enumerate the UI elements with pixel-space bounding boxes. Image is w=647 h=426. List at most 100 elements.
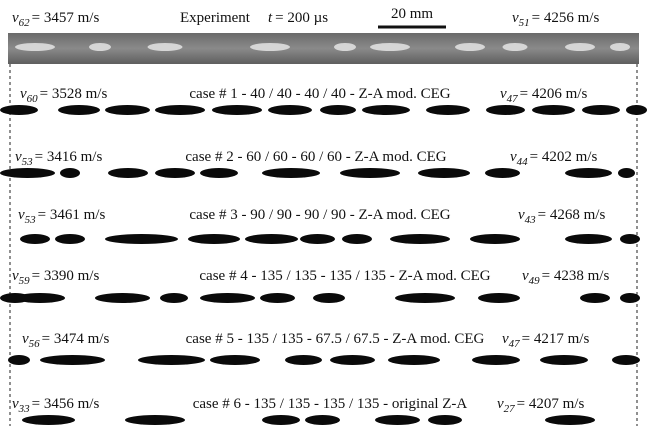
jet-particle [108, 168, 148, 178]
jet-particle [470, 234, 520, 244]
jet-particle [390, 234, 450, 244]
jet-particle [160, 293, 188, 303]
velocity-subscript: 27 [504, 403, 516, 415]
velocity-subscript: 62 [19, 17, 31, 29]
jet-particle [472, 355, 520, 365]
jet-particle [105, 234, 178, 244]
jet-glow [610, 43, 630, 51]
velocity-label: v27= 4207 m/s [497, 396, 584, 415]
jet-particle [22, 415, 75, 425]
jet-particle [428, 415, 462, 425]
velocity-value: = 4238 m/s [542, 268, 610, 284]
velocity-label: v44= 4202 m/s [510, 149, 597, 168]
jet-particle [200, 293, 255, 303]
velocity-subscript: 53 [25, 214, 37, 226]
figure: v62= 3457 m/s Experiment t= 200 µs 20 mm v51… [0, 0, 647, 426]
velocity-value: = 3461 m/s [38, 207, 106, 223]
jet-particle [565, 168, 612, 178]
jet-glow [503, 43, 528, 51]
velocity-value: = 3456 m/s [32, 396, 100, 412]
jet-particle [262, 415, 300, 425]
jet-particle [626, 105, 647, 115]
velocity-label: v51= 4256 m/s [512, 10, 599, 29]
time-label: t= 200 µs [268, 10, 328, 26]
jet-particle [582, 105, 620, 115]
velocity-value: = 3416 m/s [35, 149, 103, 165]
velocity-subscript: 60 [27, 93, 39, 105]
velocity-value: = 4268 m/s [538, 207, 606, 223]
jet-particle [245, 234, 298, 244]
jet-particle [340, 168, 400, 178]
jet-particle [260, 293, 295, 303]
velocity-subscript: 53 [22, 156, 34, 168]
velocity-label: v33= 3456 m/s [12, 396, 99, 415]
velocity-label: v62= 3457 m/s [12, 10, 99, 29]
jet-particle [320, 105, 356, 115]
jet-particle [313, 293, 345, 303]
jet-particle [125, 415, 185, 425]
experiment-title: Experiment [180, 10, 251, 26]
jet-glow [89, 43, 111, 51]
velocity-subscript: 59 [19, 275, 31, 287]
jet-particle [612, 355, 640, 365]
velocity-subscript: 43 [525, 214, 537, 226]
velocity-label: v53= 3461 m/s [18, 207, 105, 226]
case-label: case # 1 - 40 / 40 - 40 / 40 - Z-A mod. … [189, 86, 450, 102]
case-label: case # 3 - 90 / 90 - 90 / 90 - Z-A mod. … [189, 207, 450, 223]
jet-glow [565, 43, 595, 51]
jet-particle [620, 293, 640, 303]
jet-particle [188, 234, 240, 244]
case-label: case # 4 - 135 / 135 - 135 / 135 - Z-A m… [199, 268, 490, 284]
jet-particle [330, 355, 375, 365]
jet-particle [478, 293, 520, 303]
jet-particle [565, 234, 612, 244]
jet-particle [580, 293, 610, 303]
jet-particle [212, 105, 262, 115]
scale-label: 20 mm [391, 6, 433, 22]
velocity-value: = 3457 m/s [32, 10, 100, 26]
jet-particle [268, 105, 312, 115]
velocity-value: = 3528 m/s [40, 86, 108, 102]
velocity-subscript: 47 [507, 93, 519, 105]
jet-particle [55, 234, 85, 244]
jet-particle [426, 105, 470, 115]
velocity-label: v53= 3416 m/s [15, 149, 102, 168]
jet-particle [486, 105, 525, 115]
jet-particle [285, 355, 322, 365]
jet-particle [155, 168, 195, 178]
jet-particle [342, 234, 372, 244]
velocity-label: v47= 4217 m/s [502, 331, 589, 350]
velocity-subscript: 49 [529, 275, 541, 287]
velocity-subscript: 56 [29, 338, 41, 350]
jet-particle [210, 355, 260, 365]
velocity-subscript: 33 [18, 403, 31, 415]
time-value: = 200 µs [275, 10, 328, 26]
jet-glow [370, 43, 410, 51]
jet-particle [532, 105, 575, 115]
velocity-label: v43= 4268 m/s [518, 207, 605, 226]
jet-glow [334, 43, 356, 51]
jet-particle [155, 105, 205, 115]
jet-particle [388, 355, 440, 365]
velocity-value: = 4202 m/s [530, 149, 598, 165]
jet-glow [148, 43, 183, 51]
jet-particle [40, 355, 105, 365]
velocity-value: = 3474 m/s [42, 331, 110, 347]
velocity-value: = 4207 m/s [517, 396, 585, 412]
jet-particle [485, 168, 520, 178]
jet-glow [15, 43, 55, 51]
velocity-value: = 4217 m/s [522, 331, 590, 347]
velocity-value: = 3390 m/s [32, 268, 100, 284]
jet-particle [620, 234, 640, 244]
jet-particle [15, 293, 65, 303]
case-label: case # 2 - 60 / 60 - 60 / 60 - Z-A mod. … [185, 149, 446, 165]
jet-particle [375, 415, 420, 425]
jet-particle [418, 168, 470, 178]
case-label: case # 5 - 135 / 135 - 67.5 / 67.5 - Z-A… [186, 331, 485, 347]
jet-particle [95, 293, 150, 303]
time-symbol: t [268, 10, 273, 26]
jet-particle [60, 168, 80, 178]
jet-particle [138, 355, 205, 365]
velocity-value: = 4206 m/s [520, 86, 588, 102]
velocity-subscript: 44 [517, 156, 529, 168]
